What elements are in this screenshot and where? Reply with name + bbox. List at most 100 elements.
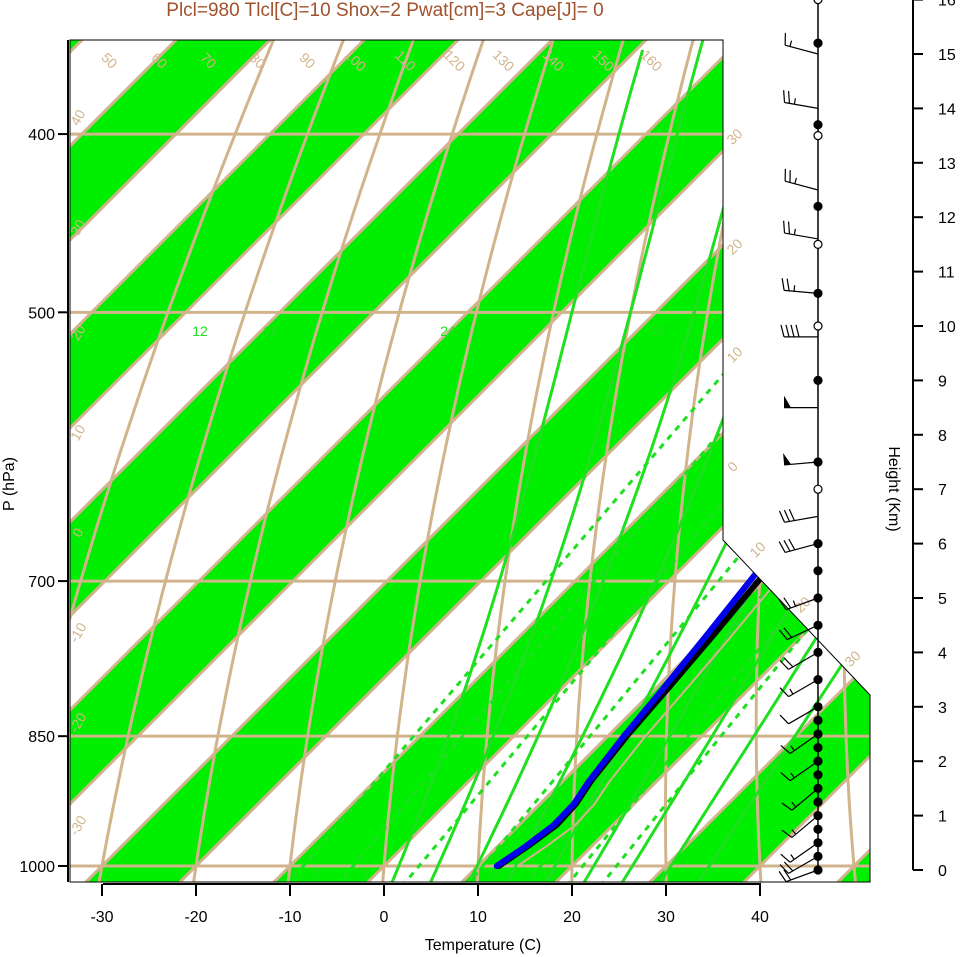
height-tick-label: 4 [938, 645, 947, 662]
height-tick-label: 5 [938, 591, 947, 608]
isotherm-label: 30 [723, 125, 745, 147]
moist-adiabat-label: 24 [440, 323, 456, 339]
isotherm-line [70, 40, 870, 882]
dry-adiabat-line [379, 40, 870, 882]
height-marker [813, 239, 823, 249]
moist-adiabat-label: 12 [192, 323, 208, 339]
dry-adiabat-label: 130 [490, 47, 518, 75]
isotherm-label: 30 [67, 217, 89, 239]
mixing-ratio-line [550, 133, 870, 882]
mixing-ratio-label: 2 [312, 865, 320, 881]
isotherm-label: -10 [66, 620, 90, 646]
x-tick-label: -30 [90, 909, 113, 926]
isotherm-label: 30 [841, 647, 863, 669]
wind-barb [781, 787, 819, 811]
height-tick-label: 13 [938, 156, 956, 173]
isotherm-line [70, 40, 870, 882]
dry-adiabat-line [70, 40, 843, 882]
chart-title: Plcl=980 Tlcl[C]=10 Shox=2 Pwat[cm]=3 Ca… [166, 0, 603, 21]
temperature-band [70, 40, 870, 882]
height-marker [813, 566, 823, 576]
moist-adiabat-label: 16 [263, 323, 279, 339]
height-marker [813, 0, 823, 5]
height-marker [813, 824, 823, 834]
temperature-band [70, 40, 870, 882]
dry-adiabat-line [570, 40, 870, 882]
isotherm-line [909, 0, 961, 905]
dry-adiabat-label: 90 [296, 49, 318, 71]
wind-barb [779, 651, 819, 670]
dry-adiabat-line [93, 40, 870, 882]
wind-barb [778, 509, 819, 523]
wind-barb [780, 760, 819, 782]
x-tick-label: -10 [278, 909, 301, 926]
isotherm-label: 10 [723, 343, 745, 365]
moist-adiabat-line [644, 40, 870, 882]
mixing-ratio-line [507, 133, 870, 882]
height-marker [813, 715, 823, 726]
moist-adiabat-line [381, 49, 645, 882]
x-axis-title: Temperature (C) [425, 937, 541, 954]
isotherm-label: 10 [67, 422, 89, 444]
wind-barb [779, 706, 819, 725]
height-tick-label: 10 [938, 319, 956, 336]
dry-adiabat-label: 50 [98, 49, 120, 71]
wind-barb [783, 90, 819, 109]
x-axis: -30 -20 -10 0 10 20 30 40 [90, 883, 769, 926]
x-tick-label: 30 [657, 909, 675, 926]
moist-adiabat-label: 32 [650, 323, 666, 339]
wind-barb [783, 220, 819, 240]
wind-barb [778, 597, 819, 611]
isotherm-line [343, 40, 870, 882]
wind-barb [778, 869, 819, 883]
dry-adiabat-line [188, 40, 870, 882]
isotherm-label: 0 [724, 458, 741, 475]
wind-barb [778, 538, 819, 553]
dry-adiabat-line [664, 40, 870, 882]
mixing-ratio-line [385, 133, 870, 882]
wind-profile [778, 0, 823, 883]
x-tick-label: 40 [751, 909, 769, 926]
x-tick-label: 20 [563, 909, 581, 926]
y-axis: 1001502002503004005007008501000 [19, 40, 69, 882]
isotherm-line [70, 40, 870, 882]
isotherm-label: 20 [723, 235, 745, 257]
mixing-ratio-label: 12 [541, 865, 557, 881]
x-tick-label: -20 [184, 909, 207, 926]
temperature-band [70, 40, 870, 882]
wind-barb [780, 324, 818, 338]
height-marker [813, 321, 823, 331]
height-marker [813, 120, 823, 130]
isotherm-label: 20 [67, 322, 89, 344]
height-tick-label: 14 [938, 101, 956, 118]
plot-frame [69, 39, 871, 883]
dry-adiabat-line [474, 40, 870, 882]
wind-barb [780, 733, 819, 754]
mixing-ratio-line [269, 133, 870, 882]
isotherm-label: 40 [67, 107, 89, 129]
height-marker [813, 201, 823, 211]
wind-barb [784, 32, 819, 55]
x-tick-label: 0 [380, 909, 389, 926]
height-tick-label: 15 [938, 47, 956, 64]
wind-barb [784, 395, 818, 409]
y-axis-title: P (hPa) [1, 457, 18, 511]
height-tick-label: 3 [938, 700, 947, 717]
height-tick-label: 9 [938, 373, 947, 390]
height-tick-label: 0 [938, 863, 947, 880]
height-marker [813, 742, 823, 753]
mixing-ratio-label: 8 [490, 865, 498, 881]
height-marker [813, 375, 823, 385]
moist-adiabat-line [682, 40, 870, 882]
y-tick-label: 700 [28, 574, 55, 591]
wind-barb [779, 855, 819, 874]
mixing-ratio-line [449, 133, 870, 882]
parcel-path-line [516, 40, 870, 867]
height-axis-title: Height (Km) [885, 446, 902, 531]
isotherm-line [249, 40, 870, 882]
height-tick-label: 12 [938, 210, 956, 227]
sounding-series [493, 40, 870, 869]
height-tick-label: 1 [938, 809, 947, 826]
